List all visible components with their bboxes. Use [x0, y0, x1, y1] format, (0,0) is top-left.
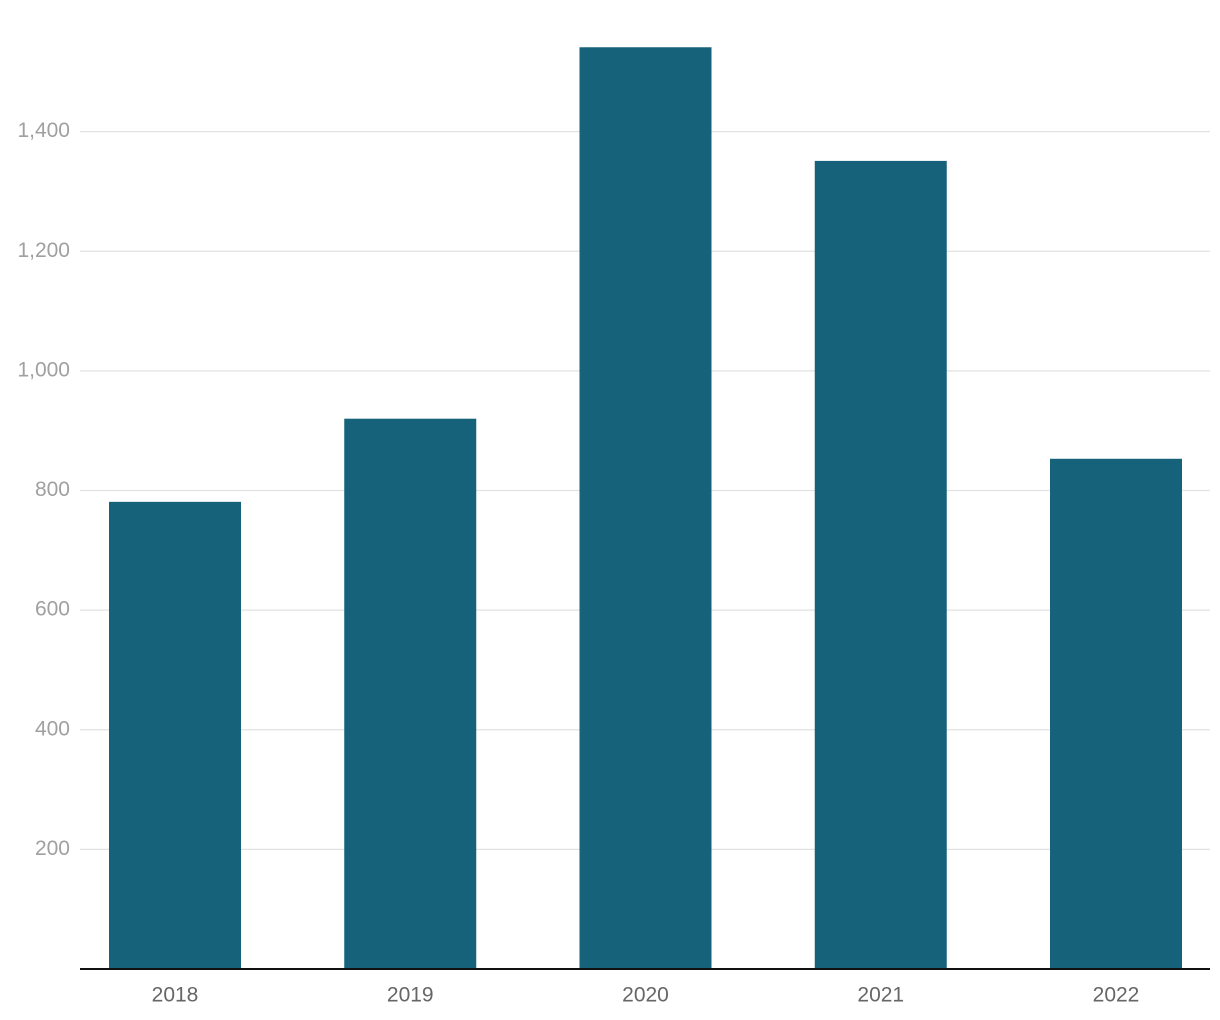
x-tick-label: 2020: [622, 984, 669, 1007]
x-tick-label: 2019: [387, 984, 434, 1007]
y-tick-label: 1,400: [17, 119, 70, 142]
bar: [579, 47, 712, 969]
bar: [344, 418, 477, 969]
y-tick-label: 400: [35, 717, 70, 740]
y-tick-label: 800: [35, 478, 70, 501]
x-tick-label: 2022: [1093, 984, 1140, 1007]
y-tick-label: 600: [35, 598, 70, 621]
bar: [814, 160, 947, 969]
bar: [1050, 458, 1182, 969]
y-tick-label: 1,000: [17, 358, 70, 381]
y-tick-label: 200: [35, 837, 70, 860]
y-tick-label: 1,200: [17, 239, 70, 262]
x-tick-label: 2021: [857, 984, 904, 1007]
x-tick-label: 2018: [152, 984, 199, 1007]
bar: [109, 501, 241, 969]
